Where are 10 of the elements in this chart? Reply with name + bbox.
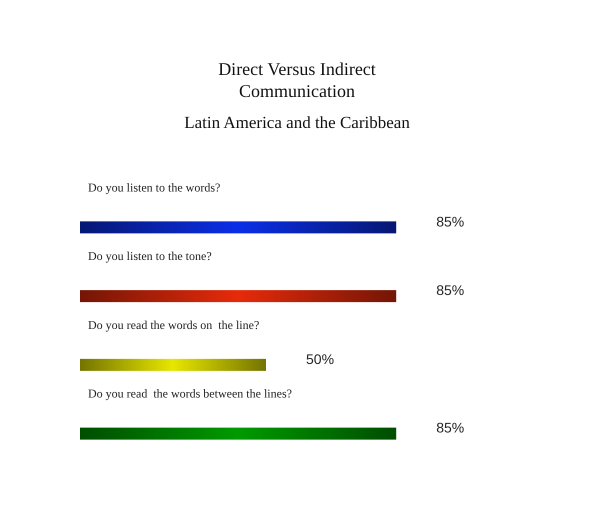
chart-title: Direct Versus Indirect Communication xyxy=(218,59,376,101)
data-label: 85% xyxy=(436,213,464,230)
data-label: 85% xyxy=(436,420,464,436)
y-tick-label: Do you listen to the tone? xyxy=(88,249,212,264)
y-tick-label: Do you read the words on the line? xyxy=(88,318,260,332)
data-label: 50% xyxy=(306,350,334,367)
data-label: 85% xyxy=(436,282,464,298)
y-tick-label: Do you read the words between the lines? xyxy=(88,386,292,401)
y-tick-label: Do you listen to the words? xyxy=(88,180,220,194)
chart-subtitle: Latin America and the Caribbean xyxy=(184,113,410,132)
